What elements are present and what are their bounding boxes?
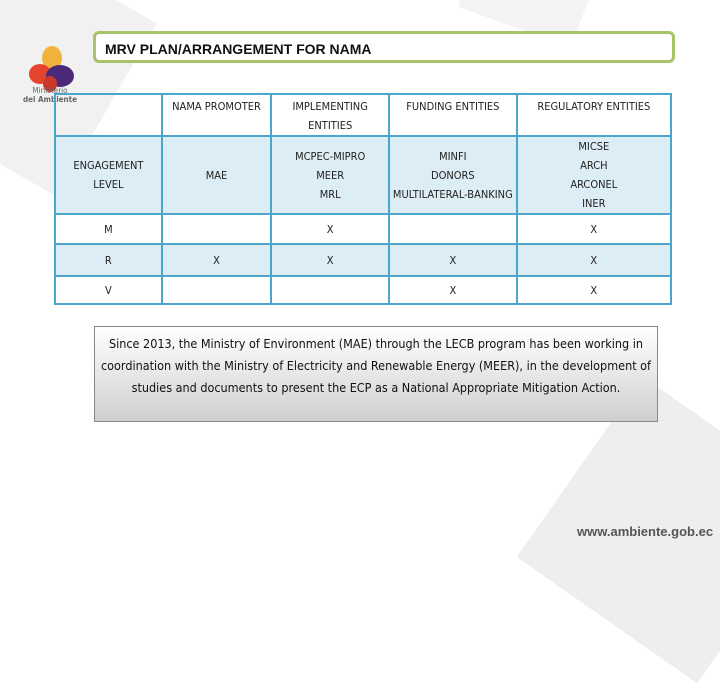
- ministry-logo-icon: [29, 46, 74, 92]
- implementing-cell: MCPEC-MIPRO MEER MRL: [270, 135, 391, 215]
- table-header-row: NAMA PROMOTER IMPLEMENTING ENTITIES FUND…: [54, 93, 673, 137]
- table-cell: [160, 213, 273, 245]
- table-cell: X: [270, 213, 391, 245]
- table-cell: [160, 275, 273, 305]
- regulatory-cell: MICSE ARCH ARCONEL INER: [515, 135, 673, 215]
- table-cell: [388, 213, 518, 245]
- table-row: R X X X X: [54, 243, 673, 277]
- header-cell: [54, 93, 163, 137]
- table-row: V X X: [54, 275, 673, 305]
- footer-url: www.ambiente.gob.ec: [577, 524, 714, 539]
- ministry-logo-text: Ministerio del Ambiente: [22, 86, 78, 104]
- page-title: MRV PLAN/ARRANGEMENT FOR NAMA: [105, 41, 372, 57]
- header-cell: IMPLEMENTING ENTITIES: [270, 93, 391, 137]
- header-cell: NAMA PROMOTER: [160, 93, 273, 137]
- promoter-cell: MAE: [160, 135, 273, 215]
- table-cell: X: [270, 243, 391, 277]
- table-row: M X X: [54, 213, 673, 245]
- title-box: MRV PLAN/ARRANGEMENT FOR NAMA: [93, 31, 675, 63]
- level-cell: R: [54, 243, 163, 277]
- description-box: Since 2013, the Ministry of Environment …: [94, 326, 658, 422]
- mrv-table: NAMA PROMOTER IMPLEMENTING ENTITIES FUND…: [54, 93, 673, 305]
- table-cell: X: [515, 243, 673, 277]
- table-cell: X: [388, 243, 518, 277]
- level-cell: M: [54, 213, 163, 245]
- table-cell: X: [388, 275, 518, 305]
- engagement-row: ENGAGEMENT LEVEL MAE MCPEC-MIPRO MEER MRL …: [54, 135, 673, 215]
- header-cell: FUNDING ENTITIES: [388, 93, 518, 137]
- header-cell: REGULATORY ENTITIES: [515, 93, 673, 137]
- table-cell: X: [515, 213, 673, 245]
- table-cell: [270, 275, 391, 305]
- level-cell: V: [54, 275, 163, 305]
- engagement-label: ENGAGEMENT LEVEL: [54, 135, 163, 215]
- table-cell: X: [160, 243, 273, 277]
- funding-cell: MINFI DONORS MULTILATERAL-BANKING: [388, 135, 518, 215]
- table-cell: X: [515, 275, 673, 305]
